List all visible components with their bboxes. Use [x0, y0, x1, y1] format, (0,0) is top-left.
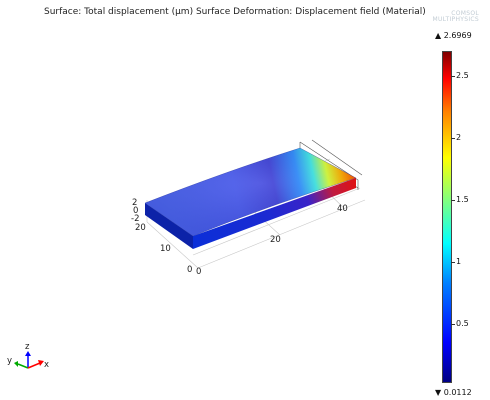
colorbar-tick: 2.5: [451, 71, 469, 80]
colorbar-tick: 0.5: [451, 319, 469, 328]
colorbar: [442, 51, 452, 383]
plate-front-face: [193, 178, 356, 249]
plot-title: Surface: Total displacement (µm) Surface…: [44, 7, 426, 17]
colorbar-tick: 1: [450, 257, 462, 266]
x-tick-label: 0: [196, 267, 201, 277]
triad-z-label: z: [25, 342, 30, 352]
x-tick-label: 20: [270, 235, 281, 245]
y-tick-label: 10: [160, 244, 171, 254]
colorbar-tick: 2: [450, 133, 462, 142]
comsol-logo: COMSOL MULTIPHYSICS: [432, 10, 479, 23]
x-tick-label: 40: [337, 204, 348, 214]
triad-x-label: x: [44, 360, 49, 370]
axis-tick-labels: 2 0 -2 20 10 0 0 20 40: [131, 198, 348, 277]
plate-left-face: [145, 203, 193, 249]
colorbar-min-label: ▼ 0.0112: [435, 388, 472, 397]
z-tick-label: -2: [131, 214, 139, 224]
y-tick-label: 20: [135, 223, 146, 233]
colorbar-max-label: ▲ 2.6969: [435, 31, 472, 40]
triad-y-label: y: [7, 356, 12, 366]
z-tick-label: 2: [132, 198, 137, 208]
deformed-plate: [144, 147, 357, 249]
y-tick-label: 0: [187, 265, 192, 275]
axis-triad: z y x: [7, 342, 49, 370]
colorbar-tick: 1.5: [451, 195, 469, 204]
z-tick-label: 0: [133, 206, 138, 216]
